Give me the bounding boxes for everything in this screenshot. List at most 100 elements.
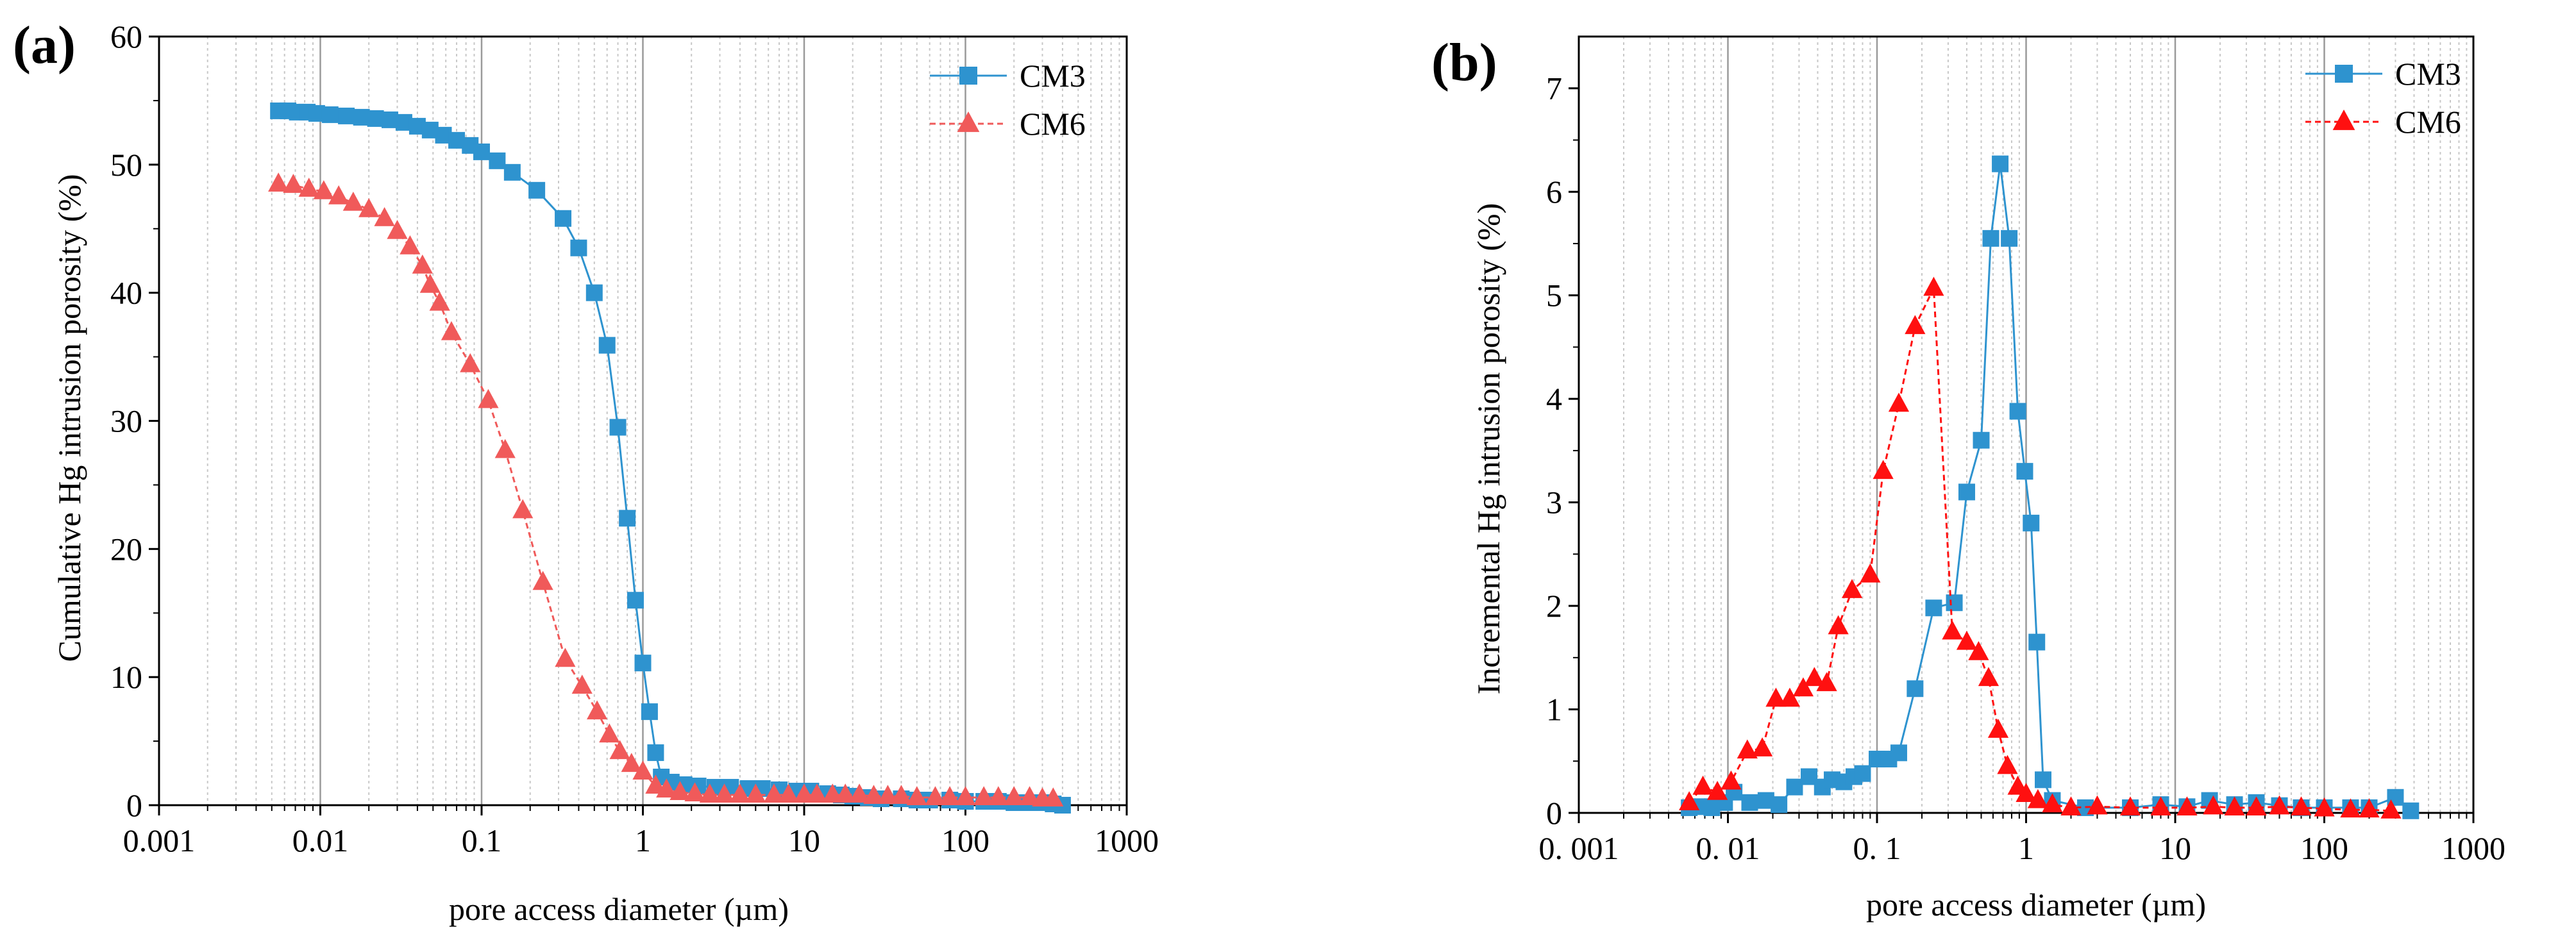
panel-b-data-point-cm6: [1923, 276, 1944, 296]
panel-b-data-point-cm3: [1786, 778, 1803, 796]
panel-b-y-tick-label: 0: [1546, 795, 1562, 831]
panel-a-data-point-cm3: [570, 239, 587, 256]
panel-b-x-tick-label: 10: [2159, 830, 2191, 866]
panel-b-data-point-cm6: [2340, 798, 2361, 818]
panel-b-series-line-cm3: [1688, 163, 2412, 812]
panel-a-data-point-cm6: [313, 180, 334, 199]
panel-b-data-point-cm6: [1968, 640, 1989, 660]
panel-b-data-point-cm6: [2203, 795, 2224, 815]
panel-b-data-point-cm6: [1721, 770, 1742, 790]
panel-a-data-point-cm6: [512, 499, 534, 519]
panel-b-data-point-cm6: [2042, 793, 2063, 813]
panel-a-data-point-cm6: [763, 783, 785, 803]
panel-a-data-point-cm3: [555, 210, 572, 227]
panel-a-data-point-cm3: [619, 510, 636, 527]
panel-b-data-point-cm6: [1997, 755, 2018, 774]
panel-a-grid: [206, 37, 1120, 805]
panel-b-data-point-cm6: [2087, 795, 2108, 815]
panel-b-data-point-cm6: [1792, 677, 1814, 697]
panel-a-data-point-cm3: [489, 152, 506, 169]
panel-a-data-point-cm3: [647, 744, 664, 762]
panel-a-x-axis-label: pore access diameter (µm): [449, 891, 789, 927]
panel-a-y-tick-label: 50: [110, 147, 142, 183]
panel-b-data-point-cm6: [1765, 687, 1787, 707]
panel-b-data-point-cm6: [1942, 620, 1963, 640]
panel-a-data-point-cm6: [891, 785, 912, 805]
panel-a-label: (a): [13, 15, 76, 75]
panel-b-legend-marker: [2332, 109, 2355, 130]
panel-b-data-point-cm6: [2119, 796, 2141, 815]
panel-a-legend-label: CM6: [1020, 106, 1086, 142]
panel-b-data-point-cm6: [2291, 796, 2312, 815]
panel-b-data-point-cm6: [1751, 737, 1773, 756]
panel-a-data-point-cm6: [699, 783, 720, 803]
panel-b-x-tick-label: 100: [2300, 830, 2348, 866]
chart-panel-a: (a) pore access diameter (µm) Cumulative…: [13, 15, 1159, 927]
panel-b-x-tick-label: 1000: [2441, 830, 2505, 866]
panel-b-data-point-cm6: [2176, 796, 2198, 815]
panel-a-data-point-cm6: [988, 786, 1009, 806]
panel-b-y-tick-label: 5: [1546, 278, 1562, 313]
panel-a-data-point-cm3: [634, 655, 652, 672]
panel-a-y-axis-label: Cumulative Hg intrusion porosity (%): [51, 174, 87, 662]
panel-a-data-point-cm3: [381, 111, 398, 128]
panel-b-legend-label: CM6: [2395, 104, 2461, 140]
panel-b-data-point-cm3: [2001, 230, 2018, 247]
panel-b-data-point-cm3: [1890, 744, 1907, 762]
panel-b-legend-marker: [2335, 65, 2353, 83]
panel-a-data-point-cm6: [729, 783, 751, 803]
panel-a-y-tick-label: 60: [110, 19, 142, 54]
panel-a-series-cm3: [270, 102, 1071, 814]
panel-b-data-point-cm6: [2314, 797, 2335, 817]
panel-b-data-point-cm3: [1741, 794, 1758, 811]
panel-a-data-point-cm6: [778, 783, 799, 803]
panel-a-data-point-cm6: [656, 778, 677, 798]
panel-a-data-point-cm6: [669, 781, 691, 801]
panel-a-data-point-cm6: [939, 786, 961, 806]
panel-a-data-point-cm6: [609, 740, 630, 760]
panel-b-data-point-cm6: [1679, 791, 1700, 810]
panel-b-y-tick-label: 4: [1546, 381, 1562, 417]
panel-b-data-point-cm3: [1958, 483, 1975, 501]
chart-panel-b: (b) pore access diameter (µm) Incrementa…: [1431, 33, 2505, 923]
panel-b-data-point-cm6: [1978, 667, 1999, 687]
panel-a-data-point-cm6: [621, 753, 642, 772]
panel-a-x-tick-label: 0.01: [292, 823, 349, 858]
panel-a-data-point-cm3: [473, 143, 490, 160]
panel-a-data-point-cm6: [441, 321, 462, 340]
panel-a-legend-entry-cm3: CM3: [930, 58, 1086, 94]
panel-a-series-line-cm6: [278, 183, 1054, 800]
panel-a-x-ticks: 0.001 0.01 0.1 1 10 100 1000: [123, 805, 1159, 858]
panel-b-label: (b): [1431, 33, 1497, 92]
panel-a-data-point-cm6: [460, 353, 481, 372]
panel-b-x-tick-label: 0. 001: [1539, 830, 1619, 866]
panel-a-data-point-cm6: [848, 783, 870, 803]
panel-b-data-point-cm6: [1828, 615, 1849, 635]
panel-a-data-point-cm6: [973, 786, 995, 806]
panel-a-data-point-cm6: [387, 220, 408, 239]
panel-b-series-cm6: [1679, 276, 2402, 819]
panel-b-data-point-cm3: [1925, 599, 1942, 617]
panel-b-x-tick-label: 0. 1: [1853, 830, 1901, 866]
panel-a-data-point-cm3: [321, 106, 339, 123]
panel-a-data-point-cm3: [627, 592, 644, 609]
panel-b-data-point-cm6: [2380, 799, 2402, 819]
panel-a-data-point-cm6: [599, 723, 620, 743]
panel-b-data-point-cm3: [1946, 594, 1963, 612]
panel-b-y-tick-label: 1: [1546, 692, 1562, 728]
panel-a-data-point-cm3: [353, 108, 370, 126]
panel-a-data-point-cm3: [338, 107, 355, 124]
panel-b-legend-entry-cm6: CM6: [2305, 104, 2461, 140]
panel-b-x-tick-label: 1: [2018, 830, 2034, 866]
panel-a-data-point-cm6: [863, 785, 884, 805]
panel-a-series-line-cm3: [278, 110, 1063, 806]
panel-a-data-point-cm6: [555, 647, 576, 667]
panel-a-x-tick-label: 100: [941, 823, 989, 858]
panel-b-data-point-cm3: [2009, 403, 2026, 420]
panel-a-data-point-cm6: [1004, 786, 1025, 806]
panel-a-data-point-cm6: [1019, 786, 1040, 806]
panel-a-data-point-cm6: [478, 388, 499, 408]
panel-b-y-tick-label: 2: [1546, 588, 1562, 624]
panel-b-data-point-cm6: [1873, 460, 1894, 480]
